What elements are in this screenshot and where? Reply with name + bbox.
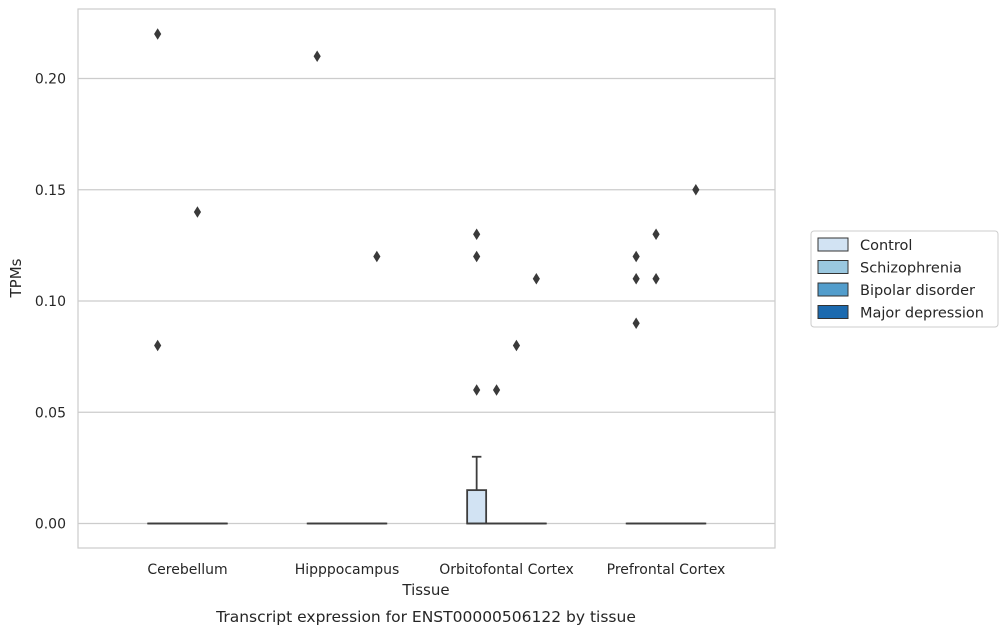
legend-swatch	[817, 260, 849, 274]
boxes	[147, 455, 707, 525]
outlier-point	[193, 206, 202, 218]
outlier-point	[632, 272, 640, 285]
box-body	[466, 489, 488, 525]
x-tick-label: Cerebellum	[147, 562, 227, 578]
legend-frame	[810, 230, 999, 328]
legend-item: Bipolar disorder	[817, 282, 975, 299]
y-axis-title: TPMs	[7, 258, 25, 298]
outlier-point	[473, 228, 481, 241]
legend-label: Bipolar disorder	[860, 283, 975, 299]
y-tick-label: 0.15	[35, 183, 66, 199]
outlier-point	[473, 384, 481, 396]
outlier-point	[652, 272, 660, 285]
legend-item: Major depression	[817, 305, 984, 322]
legend-item: Control	[817, 237, 912, 254]
outlier-point	[532, 272, 540, 285]
legend-swatch	[817, 305, 849, 319]
x-tick-label: Orbitofontal Cortex	[439, 562, 574, 578]
y-tick-label: 0.05	[35, 405, 66, 421]
legend-swatch	[817, 282, 849, 297]
y-tick-label: 0.10	[35, 294, 66, 310]
chart-caption: Transcript expression for ENST0000050612…	[215, 608, 636, 626]
legend: Control Schizophrenia Bipolar disorder Majo…	[810, 230, 999, 328]
legend-label: Schizophrenia	[860, 261, 962, 277]
outlier-point	[313, 50, 321, 63]
plot-frame	[77, 8, 776, 549]
x-tick-labels: Cerebellum Hipppocampus Orbitofontal Corte…	[147, 562, 725, 578]
outliers	[154, 28, 700, 396]
legend-swatch	[817, 237, 849, 252]
y-tick-label: 0.20	[35, 72, 66, 88]
outlier-point	[632, 250, 640, 263]
outlier-point	[373, 250, 381, 263]
y-tick-labels: 0.00 0.05 0.10 0.15 0.20	[35, 72, 66, 533]
outlier-point	[512, 339, 521, 352]
legend-item: Schizophrenia	[817, 260, 962, 277]
x-tick-label: Hipppocampus	[295, 562, 400, 578]
x-axis-title: Tissue	[401, 581, 449, 599]
legend-label: Major depression	[860, 306, 984, 322]
outlier-point	[492, 384, 501, 396]
outlier-point	[154, 28, 162, 40]
x-tick-label: Prefrontal Cortex	[607, 562, 726, 578]
outlier-point	[473, 250, 481, 263]
grid-lines	[78, 77, 775, 525]
box-2-0	[466, 455, 488, 525]
legend-label: Control	[860, 238, 912, 254]
y-tick-label: 0.00	[35, 517, 66, 533]
outlier-point	[154, 339, 162, 352]
outlier-point	[692, 183, 700, 196]
outlier-point	[632, 317, 640, 330]
outlier-point	[652, 228, 660, 241]
